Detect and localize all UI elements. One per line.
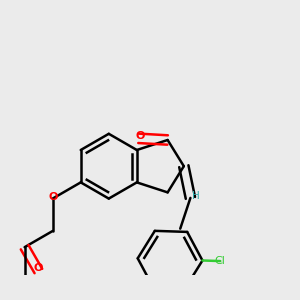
Text: H: H bbox=[192, 190, 200, 201]
Text: O: O bbox=[49, 192, 58, 202]
Text: O: O bbox=[34, 263, 43, 273]
Text: O: O bbox=[135, 131, 145, 141]
Text: Cl: Cl bbox=[215, 256, 226, 266]
